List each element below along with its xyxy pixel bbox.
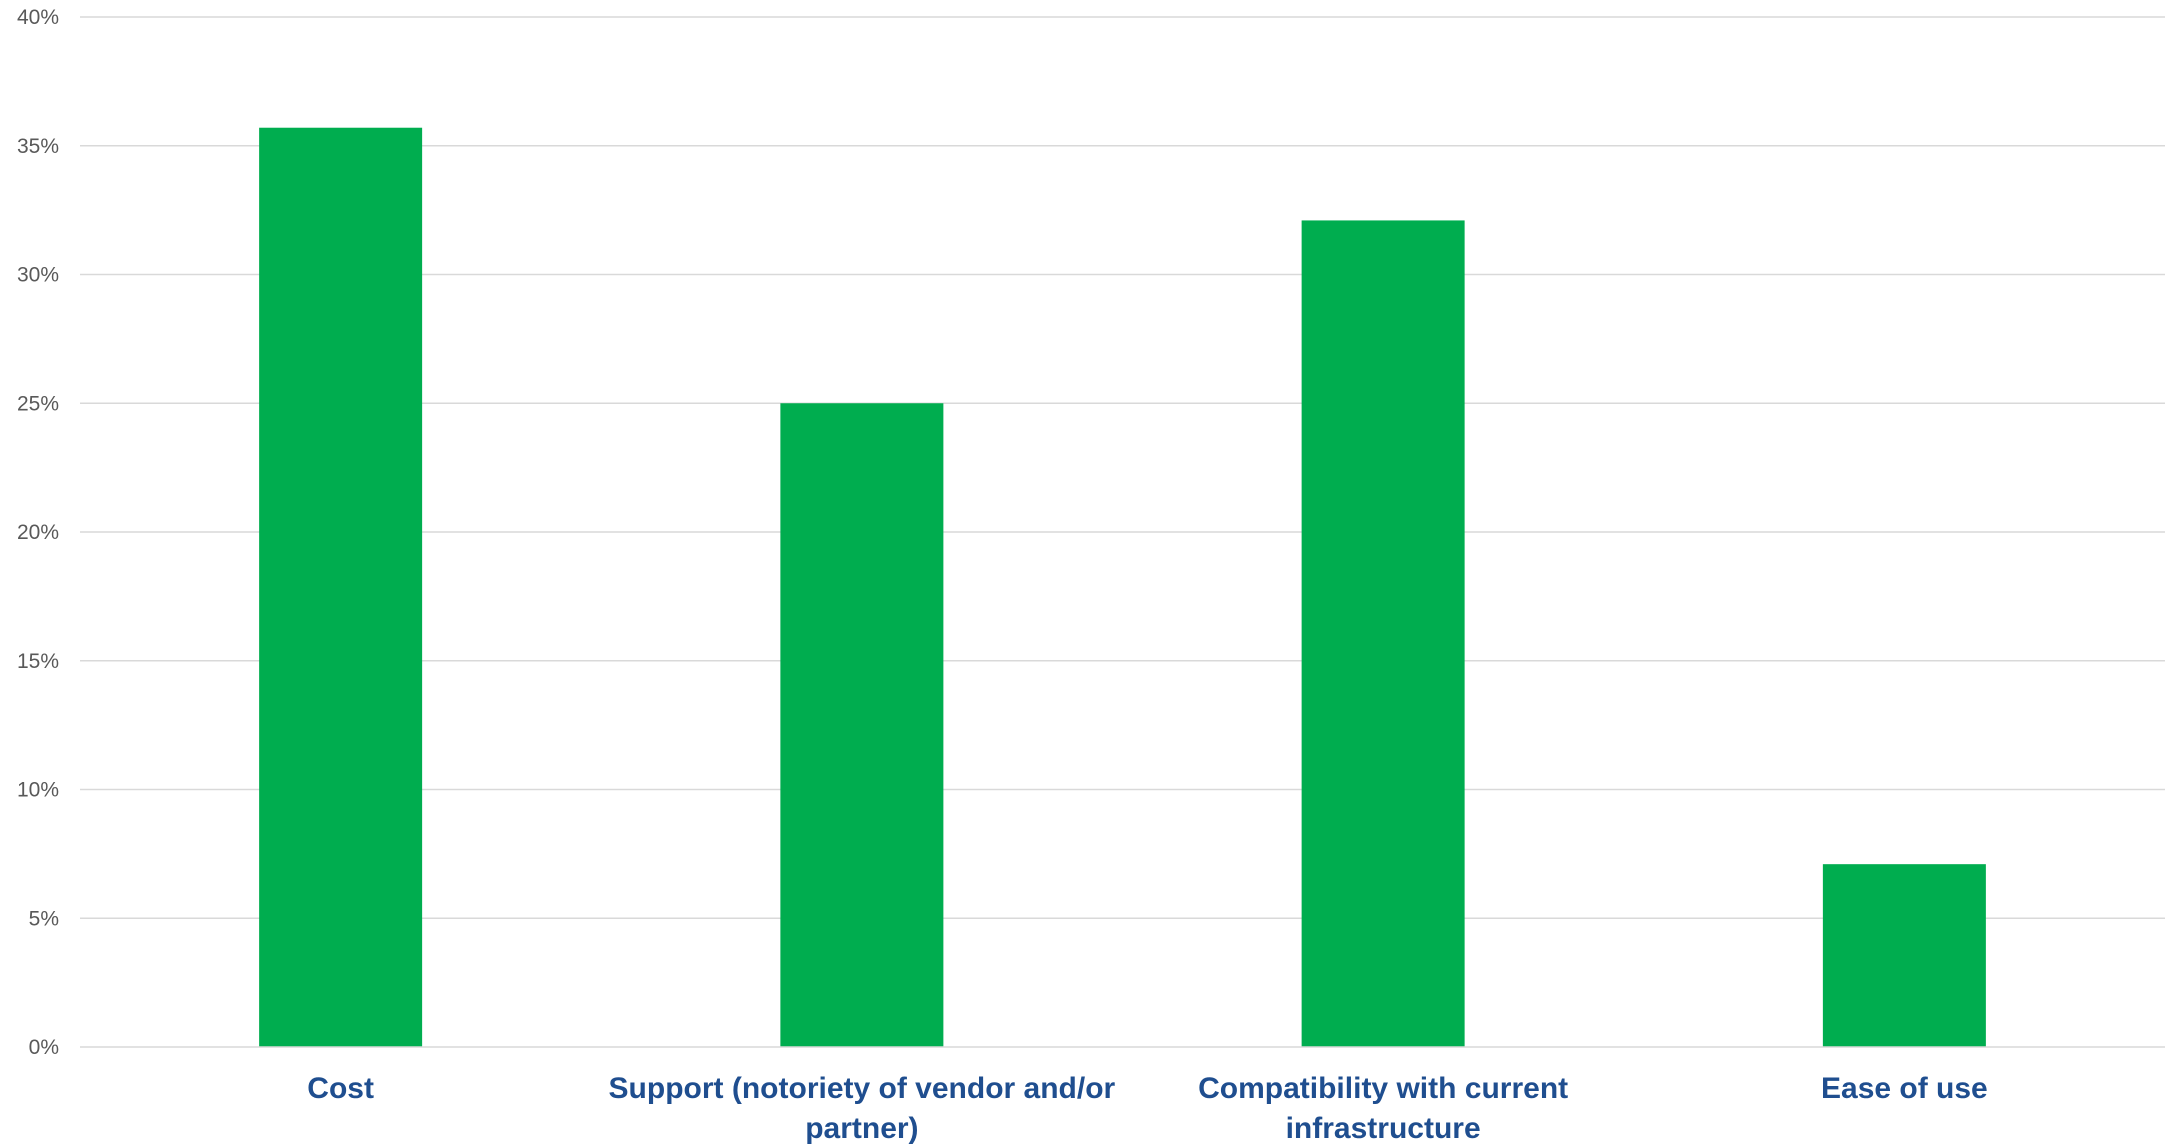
y-tick-label: 40% bbox=[17, 6, 59, 29]
y-tick-label: 30% bbox=[17, 264, 59, 287]
x-category-label: Ease of use bbox=[1821, 1072, 1988, 1105]
bars bbox=[259, 127, 1986, 1048]
bar bbox=[780, 403, 944, 1047]
bar bbox=[1301, 220, 1465, 1048]
y-tick-label: 25% bbox=[17, 392, 59, 415]
bar bbox=[259, 127, 423, 1048]
y-tick-label: 0% bbox=[29, 1036, 59, 1059]
bar bbox=[1822, 864, 1986, 1047]
y-tick-label: 35% bbox=[17, 135, 59, 158]
y-tick-label: 10% bbox=[17, 779, 59, 802]
x-category-label: Cost bbox=[307, 1072, 374, 1105]
gridlines bbox=[80, 16, 2165, 919]
y-tick-label: 20% bbox=[17, 521, 59, 544]
y-tick-label: 5% bbox=[29, 907, 59, 930]
y-tick-label: 15% bbox=[17, 650, 59, 673]
x-axis-category-labels: Cost Support (notoriety of vendor and/or p… bbox=[307, 1072, 1987, 1145]
x-category-label: Compatibility with current infrastructure bbox=[1198, 1072, 1568, 1145]
x-category-label: Support (notoriety of vendor and/or partn… bbox=[609, 1072, 1116, 1145]
y-axis-tick-labels: 0% 5% 10% 15% 20% 25% 30% 35% 40% bbox=[17, 6, 59, 1059]
